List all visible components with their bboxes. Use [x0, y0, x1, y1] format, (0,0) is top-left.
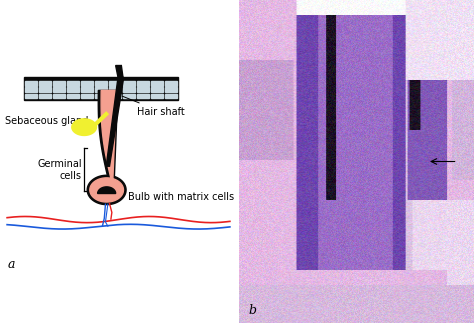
Polygon shape: [106, 78, 124, 166]
Polygon shape: [137, 88, 149, 92]
Polygon shape: [123, 81, 135, 86]
Text: Hair shaft: Hair shaft: [122, 96, 185, 117]
Polygon shape: [164, 88, 177, 92]
Polygon shape: [109, 81, 121, 86]
Polygon shape: [164, 94, 177, 99]
Text: b: b: [249, 304, 257, 317]
Polygon shape: [87, 175, 126, 205]
Polygon shape: [116, 66, 123, 78]
Polygon shape: [137, 81, 149, 86]
Polygon shape: [81, 94, 93, 99]
Polygon shape: [25, 94, 37, 99]
Text: a: a: [7, 257, 15, 271]
Polygon shape: [39, 88, 51, 92]
Polygon shape: [67, 81, 79, 86]
Polygon shape: [53, 94, 65, 99]
Text: Germinal
cells: Germinal cells: [37, 159, 82, 181]
Text: Bulb with matrix cells: Bulb with matrix cells: [124, 191, 234, 202]
Polygon shape: [95, 94, 107, 99]
Polygon shape: [67, 94, 79, 99]
Polygon shape: [39, 94, 51, 99]
Polygon shape: [101, 90, 117, 181]
Polygon shape: [151, 94, 163, 99]
Polygon shape: [53, 88, 65, 92]
Polygon shape: [67, 88, 79, 92]
Polygon shape: [24, 78, 178, 100]
Polygon shape: [25, 81, 37, 86]
Polygon shape: [95, 88, 107, 92]
Polygon shape: [164, 81, 177, 86]
Text: Sebaceous gland: Sebaceous gland: [5, 116, 88, 126]
Polygon shape: [123, 94, 135, 99]
Polygon shape: [71, 118, 97, 136]
Polygon shape: [137, 94, 149, 99]
Polygon shape: [98, 90, 118, 181]
Polygon shape: [123, 88, 135, 92]
Polygon shape: [95, 81, 107, 86]
Polygon shape: [151, 88, 163, 92]
Polygon shape: [98, 187, 116, 193]
Polygon shape: [81, 88, 93, 92]
Polygon shape: [90, 178, 123, 202]
Polygon shape: [151, 81, 163, 86]
Polygon shape: [53, 81, 65, 86]
Polygon shape: [109, 94, 121, 99]
Polygon shape: [39, 81, 51, 86]
Polygon shape: [25, 88, 37, 92]
Polygon shape: [81, 81, 93, 86]
Polygon shape: [109, 88, 121, 92]
